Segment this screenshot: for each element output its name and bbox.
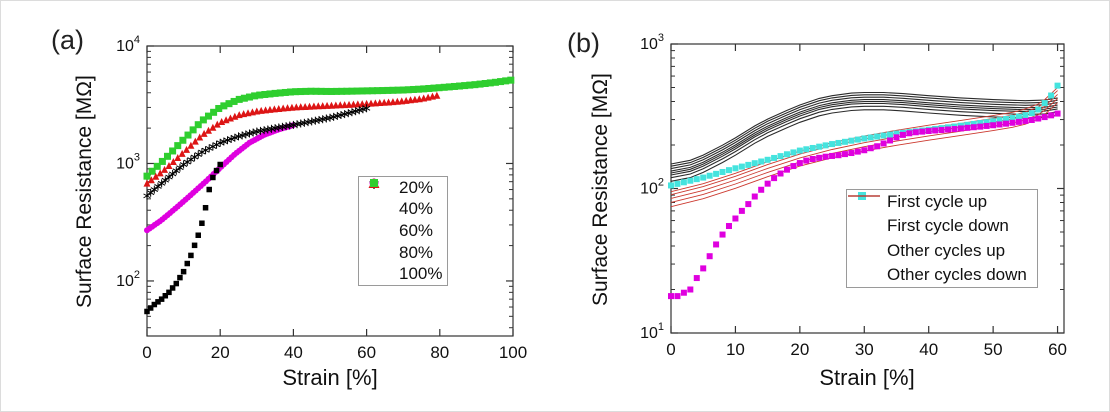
x-tick-label: 100 [499, 343, 527, 362]
y-tick-label: 102 [640, 177, 664, 198]
series-first-cycle-up [668, 110, 1061, 300]
y-tick-label: 103 [640, 32, 664, 53]
x-tick-label: 20 [790, 340, 809, 359]
legend-entry: First cycle down [847, 192, 1037, 238]
legend-entry: 80% [359, 178, 447, 264]
y-axis-ticks-a: 102 103 104 [116, 34, 513, 329]
legend-label: 20% [399, 177, 434, 197]
panel-b-legend: First cycle up First cycle down Other cycl… [846, 189, 1038, 288]
x-tick-label: 0 [142, 343, 151, 362]
y-tick-label: 101 [640, 321, 664, 342]
series-80pct [143, 91, 441, 187]
x-tick-label: 60 [357, 343, 376, 362]
panel-b-letter: (b) [567, 28, 600, 58]
legend-label: 100% [399, 264, 443, 284]
legend-entry: 100% [359, 179, 447, 285]
x-tick-label: 20 [211, 343, 230, 362]
series-60pct [143, 104, 371, 200]
legend-entry: Other cycles down [847, 195, 1037, 287]
x-tick-label: 40 [919, 340, 938, 359]
x-axis-ticks-a: 0 20 40 60 80 100 [142, 46, 527, 362]
x-tick-label: 50 [984, 340, 1003, 359]
legend-entry: 60% [359, 179, 447, 242]
legend-label: First cycle up [887, 192, 988, 212]
panel-b-x-axis-label: Strain [%] [819, 365, 915, 390]
y-tick-label: 104 [116, 34, 140, 55]
series-other-cycles-up [670, 91, 1058, 182]
legend-label: Other cycles up [887, 240, 1006, 260]
x-tick-label: 30 [855, 340, 874, 359]
panel-a-y-axis-label: Surface Resistance [MΩ] [73, 75, 96, 308]
legend-label: First cycle down [887, 216, 1009, 236]
panel-a-letter: (a) [51, 25, 84, 55]
series-20pct [144, 161, 223, 315]
chart-a: 0 20 40 60 80 100 102 103 104 [116, 34, 527, 362]
legend-entry: 40% [359, 178, 447, 221]
series-100pct [143, 76, 515, 180]
series-first-cycle-down [668, 82, 1061, 189]
x-tick-label: 40 [284, 343, 303, 362]
x-tick-label: 0 [666, 340, 675, 359]
chart-b: 0 10 20 30 40 50 60 101 102 103 [640, 32, 1067, 359]
x-tick-label: 80 [430, 343, 449, 362]
y-tick-label: 103 [116, 151, 140, 172]
legend-label: 80% [399, 242, 434, 262]
x-tick-label: 10 [726, 340, 745, 359]
panel-a-x-axis-label: Strain [%] [282, 365, 378, 390]
panel-a-legend: 20% 40% 60% 80% 100% [358, 176, 448, 286]
x-axis-ticks-b: 0 10 20 30 40 50 60 [666, 44, 1067, 359]
y-tick-label: 102 [116, 269, 140, 290]
plot-frame-a [146, 45, 514, 337]
legend-entry: Other cycles up [847, 195, 1037, 263]
x-tick-label: 60 [1048, 340, 1067, 359]
panel-b-y-axis-label: Surface Resistance [MΩ] [589, 73, 612, 306]
legend-label: 40% [399, 199, 434, 219]
y-axis-ticks-b: 101 102 103 [640, 32, 1064, 342]
legend-label: 60% [399, 221, 434, 240]
legend-label: Other cycles down [887, 264, 1027, 284]
